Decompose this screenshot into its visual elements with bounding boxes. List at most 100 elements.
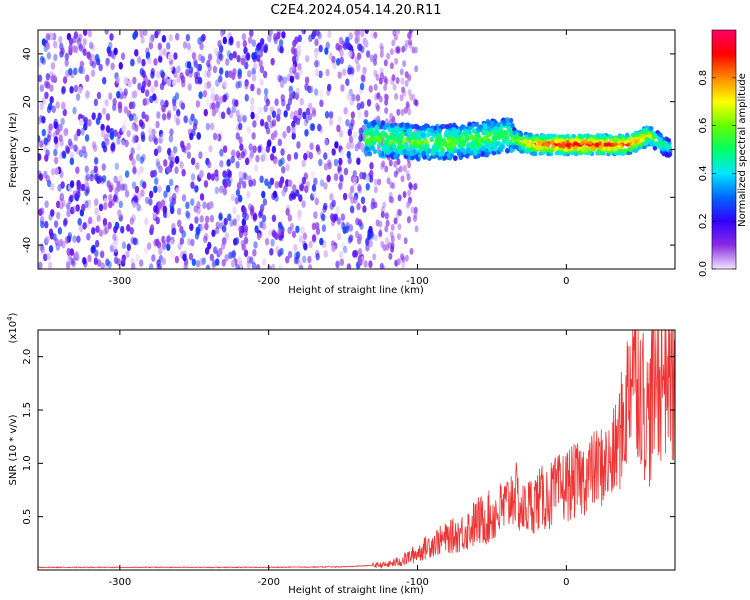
spectrogram-cell xyxy=(150,85,155,94)
spectrogram-cell xyxy=(243,224,249,233)
spectrogram-cell xyxy=(96,214,101,223)
spectrogram-cell xyxy=(190,173,196,181)
spectrogram-cell xyxy=(209,253,215,262)
spectrogram-cell xyxy=(114,162,120,171)
spectrogram-cell xyxy=(235,189,241,197)
spectrogram-cell xyxy=(66,209,71,218)
spectrogram-cell xyxy=(205,98,210,106)
spectrogram-cell xyxy=(397,223,402,231)
spectrogram-cell xyxy=(64,52,69,61)
spectrogram-cell xyxy=(336,124,341,133)
spectrogram-cell xyxy=(244,157,250,166)
spectrogram-cell xyxy=(261,190,266,199)
spectrogram-cell xyxy=(250,104,255,113)
spectrogram-cell xyxy=(299,97,304,106)
spectrogram-cell xyxy=(73,84,79,93)
spectrogram-cell xyxy=(192,122,198,131)
spectrogram-cell xyxy=(293,71,299,80)
spectrogram-cell xyxy=(285,103,291,112)
spectrogram-cell xyxy=(77,218,82,226)
spectrogram-cell xyxy=(528,132,533,137)
spectrogram-cell xyxy=(283,110,288,118)
spectrogram-cell xyxy=(383,84,388,92)
spectrogram-cell xyxy=(165,184,171,193)
spectrogram-cell xyxy=(408,183,413,191)
spectrogram-cell xyxy=(318,158,323,167)
spectrogram-cell xyxy=(84,188,89,197)
spectrogram-cell xyxy=(39,140,44,148)
spectrogram-cell xyxy=(230,193,236,202)
spectrogram-cell xyxy=(318,44,323,53)
spectrogram-cell xyxy=(328,111,334,119)
spectrogram-cell xyxy=(256,106,261,115)
spectrogram-cell xyxy=(45,174,50,183)
spectrogram-cell xyxy=(236,40,241,49)
spectrogram-cell xyxy=(226,179,232,188)
spectrogram-cell xyxy=(57,184,62,192)
spectrogram-cell xyxy=(148,190,154,199)
spectrogram-cell xyxy=(388,252,393,260)
spectrogram-cell xyxy=(329,193,334,201)
spectrogram-cell xyxy=(222,80,228,88)
spectrogram-cell xyxy=(199,42,204,51)
spectrogram-cell xyxy=(53,136,59,144)
spectrogram-cell xyxy=(583,133,588,139)
spectrogram-cell xyxy=(136,192,142,201)
spectrogram-cell xyxy=(550,140,555,145)
spectrogram-cell xyxy=(529,146,535,152)
spectrogram-cell xyxy=(466,142,471,148)
spectrogram-cell xyxy=(40,245,45,253)
spectrogram-cell xyxy=(132,76,137,85)
spectrogram-cell xyxy=(161,104,166,113)
spectrogram-cell xyxy=(529,151,534,156)
spectrogram-cell xyxy=(230,259,236,268)
spectrogram-cell xyxy=(169,204,175,213)
spectrogram-cell xyxy=(231,149,236,158)
spectrogram-cell xyxy=(64,236,70,244)
spectrogram-cell xyxy=(287,250,293,259)
spectrogram-cell xyxy=(539,146,544,151)
spectrogram-cell xyxy=(251,39,257,48)
spectrogram-cell xyxy=(307,264,313,269)
spectrogram-cell xyxy=(338,182,343,190)
spectrogram-cell xyxy=(343,167,349,176)
spectrogram-cell xyxy=(197,76,203,85)
spectrogram-cell xyxy=(113,194,118,202)
spectrogram-cell xyxy=(356,64,361,73)
spectrogram-cell xyxy=(218,44,224,52)
spectrogram-cell xyxy=(196,131,201,140)
snr-x-tick-label: -300 xyxy=(109,577,132,588)
spectrogram-cell xyxy=(352,131,358,140)
spectrogram-cell xyxy=(376,120,381,126)
spectrogram-cell xyxy=(506,125,512,132)
spectrogram-cell xyxy=(627,147,633,152)
spectrogram-cell xyxy=(335,260,340,269)
spectrogram-cell xyxy=(38,153,42,161)
spectrogram-cell xyxy=(144,217,149,226)
spectrogram-cell xyxy=(380,120,386,126)
spectrogram-cell xyxy=(215,258,220,266)
spectrogram-cell xyxy=(545,136,550,141)
spectrogram-cell xyxy=(401,45,406,53)
spectrogram-cell xyxy=(315,222,320,230)
spectrogram-cell xyxy=(132,237,138,246)
spectrogram-cell xyxy=(403,237,408,245)
spectrogram-cell xyxy=(292,184,297,192)
spectrogram-cell xyxy=(447,131,452,137)
spectrogram-cell xyxy=(235,160,240,169)
colorbar-tick-label: 0.8 xyxy=(698,70,709,86)
spectrogram-cell xyxy=(263,104,268,113)
spectrogram-cell xyxy=(579,135,585,140)
spectrogram-cell xyxy=(359,222,364,230)
spectrogram-cell xyxy=(318,70,323,79)
spectrogram-cell xyxy=(590,145,595,150)
spectrogram-cell xyxy=(50,62,56,70)
spectrogram-cell xyxy=(336,217,342,225)
spectrogram-cell xyxy=(303,152,308,161)
spectrogram-cell xyxy=(395,45,400,53)
spectrogram-cell xyxy=(281,165,286,174)
spectrogram-cell xyxy=(259,203,265,212)
spectrogram-cell xyxy=(323,162,329,171)
spectrogram-cell xyxy=(147,56,152,65)
spectrogram-cell xyxy=(364,30,369,35)
